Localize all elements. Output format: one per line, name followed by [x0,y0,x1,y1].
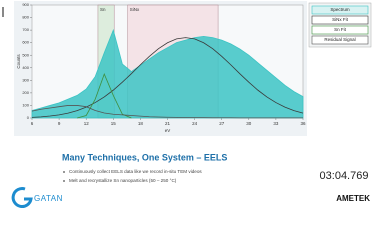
y-tick-label: 200 [22,90,29,95]
side-icon [2,7,4,17]
y-tick-label: 900 [22,2,29,7]
gatan-logo: GATAN [34,194,63,203]
x-tick-label: 18 [138,121,144,126]
legend-label: SiNx Fit [332,17,348,22]
x-tick-label: 6 [31,121,34,126]
y-tick-label: 300 [22,77,29,82]
x-tick-label: 30 [246,121,252,126]
x-tick-label: 9 [58,121,61,126]
bullet-text: Continuously collect EELS data like we r… [69,169,202,174]
x-tick-label: 15 [111,121,117,126]
x-tick-label: 21 [165,121,171,126]
y-tick-label: 500 [22,52,29,57]
spectrum-area [31,28,304,119]
x-tick-label: 24 [192,121,198,126]
x-tick-label: 36 [300,121,306,126]
y-tick-label: 100 [22,103,29,108]
x-tick-label: 27 [219,121,225,126]
legend-label: Sn Fit [334,27,347,32]
fit-line [31,37,304,118]
legend-item [311,5,369,15]
x-tick-label: 33 [273,121,279,126]
region-label: SiNx [130,7,140,12]
y-tick-label: 400 [22,65,29,70]
y-axis-label: Counts [16,54,21,69]
bullet [63,171,65,173]
legend-label: Residual Signal [324,37,355,42]
ametek-logo: AMETEK [336,194,370,203]
legend-item [311,15,369,25]
fit-line [77,72,132,119]
timestamp: 03:04.769 [320,170,369,182]
y-tick-label: 800 [22,15,29,20]
legend-item [311,35,369,45]
slide-title: Many Techniques, One System – EELS [62,152,227,162]
fit-line [31,105,303,119]
x-axis-label: eV [165,128,171,133]
bullet-text: Melt and recrystallize Sn nanoparticles … [69,178,177,183]
slide: 03:04.769 Many Techniques, One System – … [2,1,372,209]
gatan-logo-mark [11,187,33,209]
region-label: Sn [100,7,106,12]
bullet [63,180,65,182]
y-tick-label: 700 [22,27,29,32]
legend-label: Spectrum [330,7,350,12]
legend-item [311,25,369,35]
x-tick-label: 12 [84,121,90,126]
y-tick-label: 0 [27,115,30,120]
y-tick-label: 600 [22,40,29,45]
